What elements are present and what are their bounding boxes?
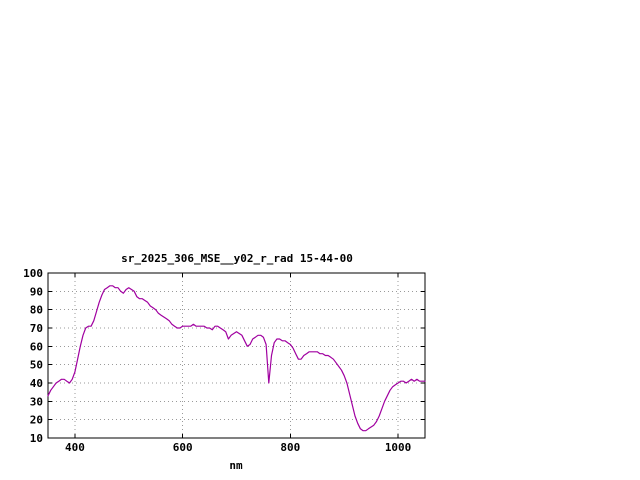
grid-lines — [48, 272, 425, 439]
x-axis-label: nm — [229, 459, 243, 472]
chart-title: sr_2025_306_MSE__y02_r_rad 15-44-00 — [121, 252, 353, 265]
y-tick-label: 70 — [30, 322, 43, 335]
x-tick-label: 600 — [173, 441, 193, 454]
x-tick-label: 400 — [65, 441, 85, 454]
x-tick-label: 1000 — [385, 441, 412, 454]
y-tick-label: 40 — [30, 377, 43, 390]
axis-tick-labels: 400 600 800 1000 10 20 30 40 50 60 70 80 90 100 — [23, 267, 411, 454]
y-tick-label: 10 — [30, 432, 43, 445]
y-tick-label: 60 — [30, 340, 43, 353]
y-tick-label: 50 — [30, 359, 43, 372]
spectrum-curve — [47, 285, 426, 432]
y-tick-label: 90 — [30, 285, 43, 298]
axis-ticks — [48, 272, 425, 439]
x-tick-label: 800 — [280, 441, 300, 454]
plot-border — [47, 272, 426, 439]
y-tick-label: 20 — [30, 414, 43, 427]
y-tick-label: 80 — [30, 304, 43, 317]
y-tick-label: 30 — [30, 395, 43, 408]
y-tick-label: 100 — [23, 267, 43, 280]
